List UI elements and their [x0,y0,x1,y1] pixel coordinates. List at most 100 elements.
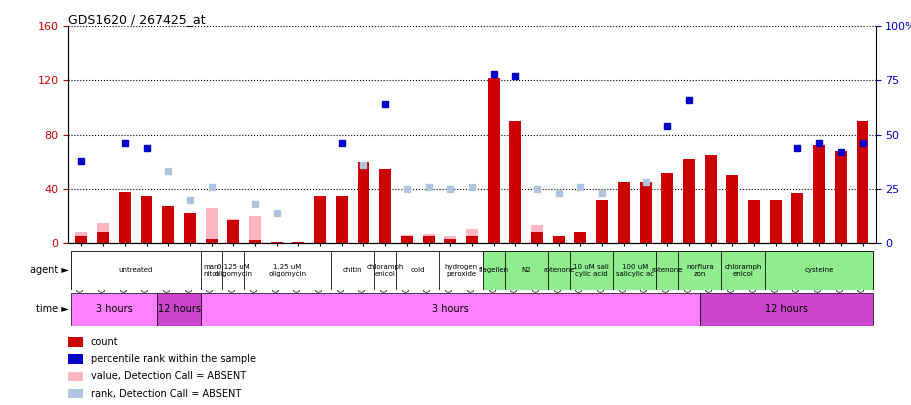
Bar [205,208,218,243]
Text: flagellen: flagellen [478,267,508,273]
Text: chitin: chitin [343,267,362,273]
Bar [834,151,845,243]
Text: time ►: time ► [36,305,68,314]
Bar [574,232,586,243]
Bar [227,220,239,243]
Bar [813,145,824,243]
FancyBboxPatch shape [764,251,873,290]
Bar [769,205,781,243]
Text: percentile rank within the sample: percentile rank within the sample [90,354,255,364]
Bar [205,239,218,243]
Bar [617,182,630,243]
Bar [530,232,542,243]
FancyBboxPatch shape [331,251,374,290]
Bar [401,235,413,243]
Bar [660,173,672,243]
Bar [444,239,456,243]
Bar [596,200,608,243]
FancyBboxPatch shape [222,251,244,290]
FancyBboxPatch shape [656,251,678,290]
Bar [509,121,521,243]
Bar [249,240,261,243]
Text: chloramph
enicol: chloramph enicol [723,264,761,277]
Bar [97,223,109,243]
Text: 3 hours: 3 hours [96,305,132,314]
Bar [769,200,781,243]
Bar [271,242,282,243]
Bar [444,236,456,243]
Bar [855,121,867,243]
FancyBboxPatch shape [158,293,200,326]
Bar [76,236,87,243]
FancyBboxPatch shape [70,293,158,326]
Bar [422,236,434,243]
Text: hydrogen
peroxide: hydrogen peroxide [444,264,477,277]
FancyBboxPatch shape [482,251,504,290]
FancyBboxPatch shape [721,251,764,290]
FancyBboxPatch shape [612,251,656,290]
Bar [401,236,413,243]
FancyBboxPatch shape [699,293,873,326]
Text: 12 hours: 12 hours [158,305,200,314]
Bar [747,200,759,243]
Bar [162,207,174,243]
Text: 100 uM
salicylic ac: 100 uM salicylic ac [615,264,653,277]
Bar [639,182,650,243]
Text: 1.25 uM
oligomycin: 1.25 uM oligomycin [268,264,306,277]
Bar [140,196,152,243]
Bar [118,192,130,243]
Bar [530,226,542,243]
Bar [487,78,499,243]
Bar [227,219,239,243]
Text: cold: cold [410,267,425,273]
Text: agent ►: agent ► [29,265,68,275]
Bar [292,242,304,243]
Bar [379,168,391,243]
Text: N2: N2 [521,267,530,273]
Bar [704,155,716,243]
Bar [422,234,434,243]
Text: rank, Detection Call = ABSENT: rank, Detection Call = ABSENT [90,388,241,399]
Bar [68,337,82,347]
FancyBboxPatch shape [569,251,612,290]
Text: value, Detection Call = ABSENT: value, Detection Call = ABSENT [90,371,245,382]
FancyBboxPatch shape [70,251,873,290]
Bar [184,213,196,243]
Bar [466,236,477,243]
Bar [97,232,109,243]
Bar [617,189,630,243]
Bar [466,230,477,243]
Text: 3 hours: 3 hours [432,305,468,314]
FancyBboxPatch shape [678,251,721,290]
Text: norflura
zon: norflura zon [685,264,713,277]
Bar [596,200,608,243]
FancyBboxPatch shape [504,251,548,290]
Text: cysteine: cysteine [804,267,833,273]
Text: rotenone: rotenone [650,267,682,273]
Bar [639,224,650,243]
Text: 10 uM sali
cylic acid: 10 uM sali cylic acid [573,264,609,277]
Bar [725,175,738,243]
FancyBboxPatch shape [439,251,482,290]
Text: untreated: untreated [118,267,153,273]
Bar [335,196,347,243]
FancyBboxPatch shape [244,251,331,290]
Bar [682,159,694,243]
Bar [552,236,564,243]
Bar [249,216,261,243]
FancyBboxPatch shape [395,251,439,290]
FancyBboxPatch shape [70,251,200,290]
Bar [68,354,82,364]
Bar [313,202,326,243]
Text: count: count [90,337,118,347]
Bar [313,196,326,243]
Bar [76,232,87,243]
FancyBboxPatch shape [374,251,395,290]
FancyBboxPatch shape [548,251,569,290]
FancyBboxPatch shape [200,251,222,290]
Bar [357,162,369,243]
Text: 12 hours: 12 hours [764,305,807,314]
Text: man
nitol: man nitol [204,264,220,277]
Text: GDS1620 / 267425_at: GDS1620 / 267425_at [68,13,206,26]
Bar [68,372,82,381]
